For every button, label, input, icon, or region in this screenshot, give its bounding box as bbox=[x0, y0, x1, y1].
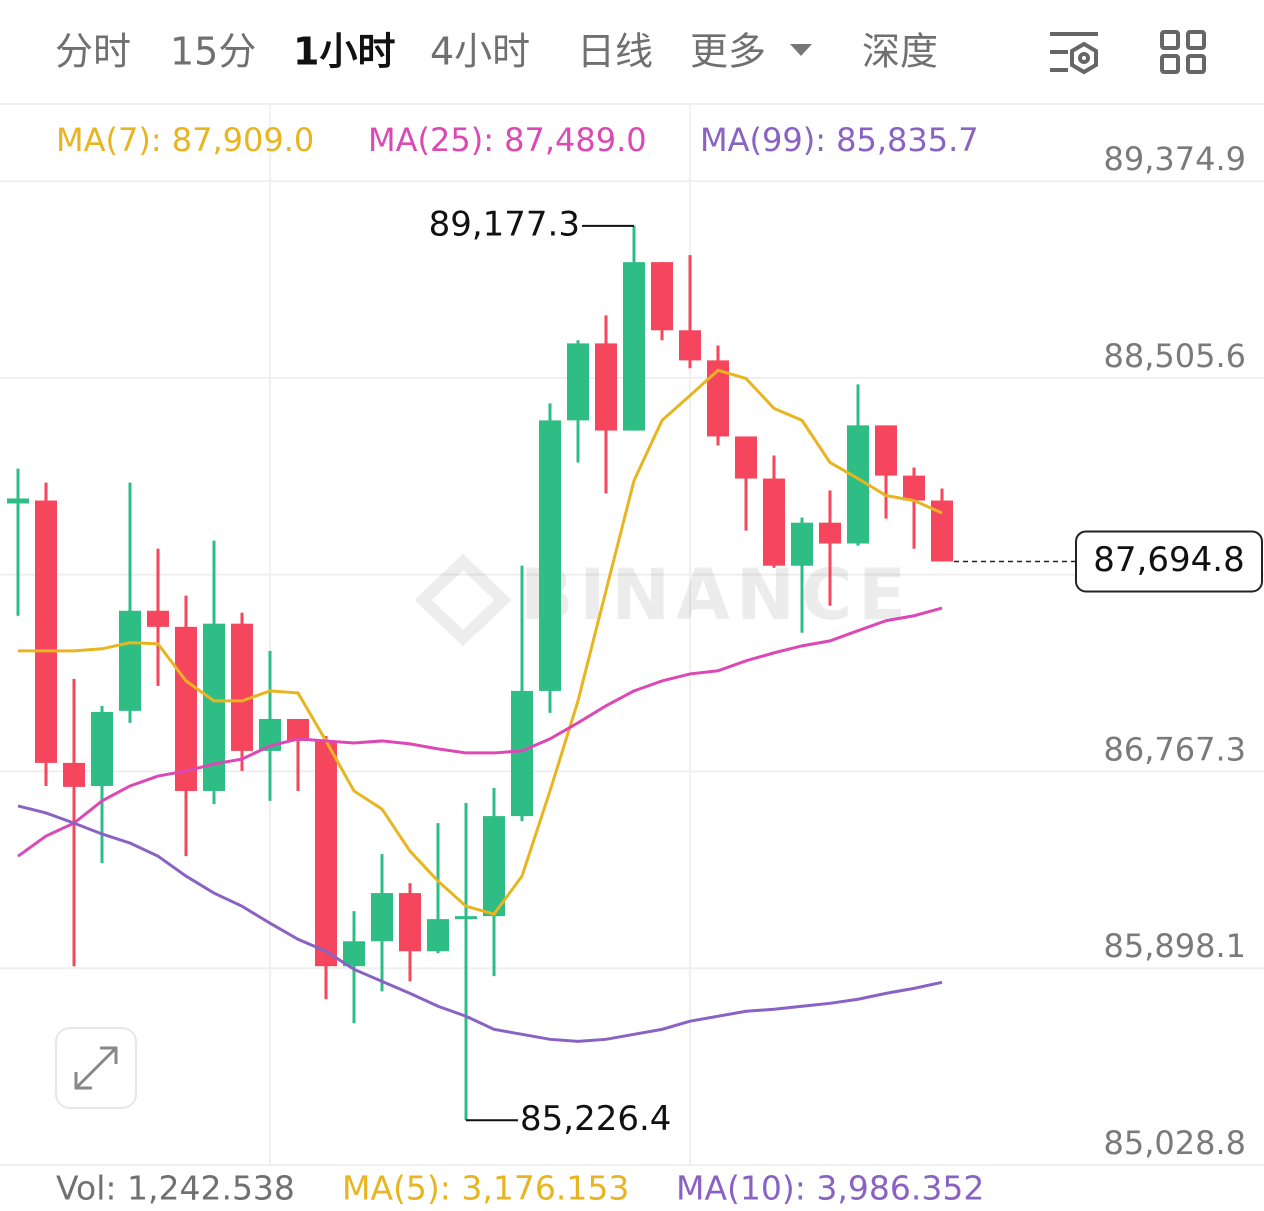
candle-body bbox=[707, 360, 729, 437]
min-label: 85,226.4 bbox=[520, 1099, 671, 1139]
ma-line bbox=[18, 368, 943, 916]
candle-body bbox=[623, 262, 645, 431]
legend-entry: MA(7): 87,909.0 bbox=[56, 121, 314, 159]
candle-body bbox=[231, 623, 253, 751]
candle-body bbox=[903, 475, 925, 501]
dropdown-arrow bbox=[790, 44, 812, 56]
tab[interactable]: 4小时 bbox=[430, 30, 530, 74]
candle-body bbox=[259, 718, 281, 751]
candle-body bbox=[35, 500, 57, 763]
y-tick-label: 85,898.1 bbox=[1104, 927, 1247, 965]
candle-body bbox=[175, 626, 197, 791]
candle-body bbox=[287, 718, 309, 741]
candle-body bbox=[455, 916, 477, 920]
tab[interactable]: 1小时 bbox=[293, 30, 395, 74]
volume-legend: MA(10): 3,986.352 bbox=[676, 1169, 984, 1208]
candle-body bbox=[595, 343, 617, 431]
candle-body bbox=[819, 522, 841, 544]
candle-body bbox=[539, 420, 561, 691]
candle-body bbox=[427, 919, 449, 952]
y-tick-label: 89,374.9 bbox=[1104, 140, 1247, 178]
candle-body bbox=[147, 610, 169, 627]
ma-line bbox=[17, 804, 943, 1043]
candle-body bbox=[763, 478, 785, 566]
volume-legend: Vol: 1,242.538 bbox=[56, 1169, 295, 1208]
candle-body bbox=[651, 262, 673, 331]
candle-body bbox=[931, 500, 953, 562]
candle-body bbox=[875, 425, 897, 476]
last-price-label: 87,694.8 bbox=[1093, 540, 1244, 580]
candle-body bbox=[315, 740, 337, 967]
y-tick-label: 86,767.3 bbox=[1104, 730, 1247, 768]
expand-button[interactable] bbox=[55, 1027, 137, 1109]
tab[interactable]: 日线 bbox=[577, 30, 653, 74]
max-label: 89,177.3 bbox=[429, 204, 580, 244]
candle-body bbox=[371, 893, 393, 942]
candle-body bbox=[203, 623, 225, 791]
layout-icon[interactable] bbox=[1160, 30, 1206, 74]
tab[interactable]: 更多 bbox=[690, 30, 766, 74]
watermark: BINANCE bbox=[520, 554, 912, 636]
tab[interactable]: 深度 bbox=[862, 30, 938, 74]
y-tick-label: 85,028.8 bbox=[1104, 1124, 1247, 1162]
y-tick-label: 88,505.6 bbox=[1104, 337, 1247, 375]
candle-body bbox=[119, 610, 141, 711]
candle-body bbox=[511, 690, 533, 817]
settings-icon[interactable] bbox=[1050, 32, 1098, 75]
watermark-logo bbox=[414, 553, 512, 647]
candle-body bbox=[91, 711, 113, 786]
candle-body bbox=[63, 762, 85, 787]
volume-legend: MA(5): 3,176.153 bbox=[342, 1169, 629, 1208]
legend-entry: MA(25): 87,489.0 bbox=[368, 121, 647, 159]
candle-body bbox=[567, 343, 589, 421]
candle-body bbox=[399, 893, 421, 952]
tab[interactable]: 15分 bbox=[170, 30, 256, 74]
candle-body bbox=[847, 425, 869, 544]
tab[interactable]: 分时 bbox=[55, 30, 131, 74]
candle-body bbox=[791, 522, 813, 566]
candle-body bbox=[343, 941, 365, 967]
candle-body bbox=[735, 436, 757, 479]
last-price-box bbox=[1075, 530, 1263, 593]
ma-line bbox=[17, 606, 943, 858]
candle-body bbox=[7, 498, 29, 504]
candle-body bbox=[679, 330, 701, 361]
candle-body bbox=[483, 816, 505, 917]
legend-entry: MA(99): 85,835.7 bbox=[700, 121, 979, 159]
